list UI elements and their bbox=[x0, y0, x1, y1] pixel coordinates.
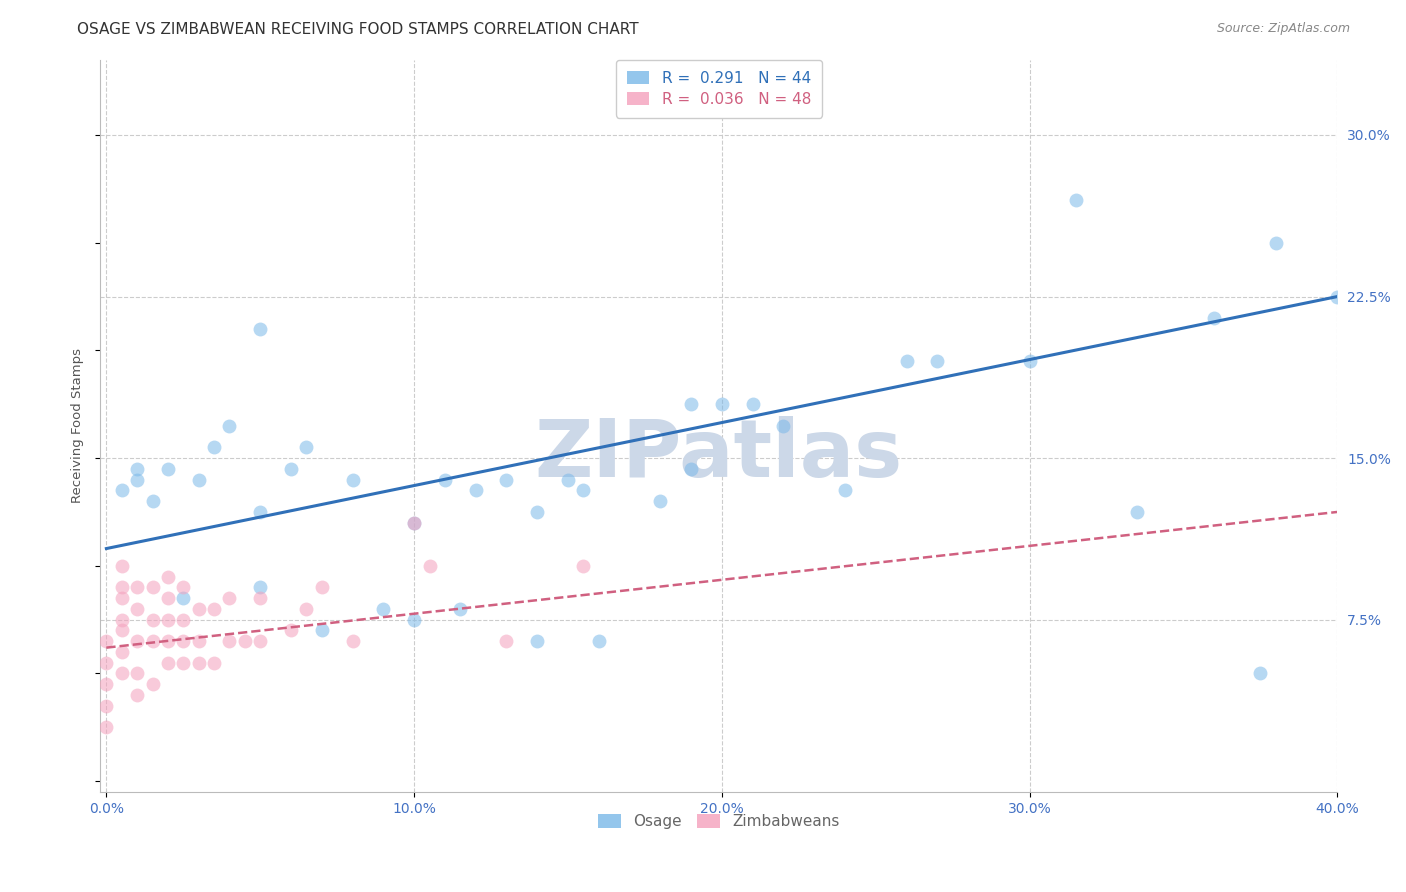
Point bbox=[127, 602, 149, 616]
Point bbox=[127, 688, 149, 702]
Point bbox=[927, 354, 949, 368]
Point bbox=[156, 569, 179, 583]
Point bbox=[404, 613, 426, 627]
Text: OSAGE VS ZIMBABWEAN RECEIVING FOOD STAMPS CORRELATION CHART: OSAGE VS ZIMBABWEAN RECEIVING FOOD STAMP… bbox=[77, 22, 638, 37]
Point bbox=[834, 483, 856, 498]
Point bbox=[187, 602, 209, 616]
Point bbox=[202, 602, 225, 616]
Point bbox=[295, 440, 318, 454]
Point bbox=[156, 591, 179, 606]
Point bbox=[111, 645, 134, 659]
Point bbox=[141, 634, 163, 648]
Point bbox=[249, 580, 271, 594]
Point bbox=[249, 505, 271, 519]
Point bbox=[141, 613, 163, 627]
Point bbox=[141, 494, 163, 508]
Point bbox=[127, 462, 149, 476]
Point bbox=[741, 397, 763, 411]
Point bbox=[111, 591, 134, 606]
Point bbox=[495, 634, 517, 648]
Point bbox=[681, 462, 703, 476]
Point bbox=[572, 483, 595, 498]
Point bbox=[433, 473, 456, 487]
Point bbox=[111, 624, 134, 638]
Point bbox=[311, 580, 333, 594]
Point bbox=[495, 473, 517, 487]
Point bbox=[202, 440, 225, 454]
Point bbox=[218, 634, 240, 648]
Point bbox=[111, 483, 134, 498]
Point bbox=[373, 602, 395, 616]
Point bbox=[280, 624, 302, 638]
Point bbox=[295, 602, 318, 616]
Point bbox=[1018, 354, 1040, 368]
Point bbox=[249, 634, 271, 648]
Point bbox=[141, 677, 163, 691]
Point bbox=[588, 634, 610, 648]
Point bbox=[172, 656, 194, 670]
Point bbox=[172, 580, 194, 594]
Point bbox=[650, 494, 672, 508]
Point bbox=[218, 418, 240, 433]
Point bbox=[526, 634, 548, 648]
Point bbox=[896, 354, 918, 368]
Point bbox=[280, 462, 302, 476]
Point bbox=[1126, 505, 1149, 519]
Point bbox=[772, 418, 794, 433]
Point bbox=[127, 666, 149, 681]
Point bbox=[1204, 311, 1226, 326]
Text: ZIPatlas: ZIPatlas bbox=[534, 416, 903, 494]
Point bbox=[127, 634, 149, 648]
Point bbox=[96, 698, 118, 713]
Point bbox=[127, 473, 149, 487]
Point bbox=[202, 656, 225, 670]
Point bbox=[1264, 235, 1286, 250]
Point bbox=[172, 634, 194, 648]
Point bbox=[311, 624, 333, 638]
Point bbox=[342, 634, 364, 648]
Point bbox=[156, 613, 179, 627]
Point bbox=[111, 613, 134, 627]
Point bbox=[1326, 289, 1348, 303]
Point bbox=[404, 516, 426, 530]
Point bbox=[218, 591, 240, 606]
Point bbox=[156, 634, 179, 648]
Point bbox=[418, 558, 440, 573]
Point bbox=[187, 656, 209, 670]
Point bbox=[111, 666, 134, 681]
Point bbox=[233, 634, 256, 648]
Point bbox=[96, 677, 118, 691]
Point bbox=[449, 602, 471, 616]
Point bbox=[156, 656, 179, 670]
Point bbox=[96, 720, 118, 734]
Point bbox=[172, 613, 194, 627]
Point bbox=[141, 580, 163, 594]
Point bbox=[156, 462, 179, 476]
Point bbox=[710, 397, 733, 411]
Point bbox=[127, 580, 149, 594]
Point bbox=[111, 558, 134, 573]
Text: Source: ZipAtlas.com: Source: ZipAtlas.com bbox=[1216, 22, 1350, 36]
Point bbox=[557, 473, 579, 487]
Point bbox=[187, 634, 209, 648]
Point bbox=[1249, 666, 1271, 681]
Y-axis label: Receiving Food Stamps: Receiving Food Stamps bbox=[72, 348, 84, 503]
Point bbox=[342, 473, 364, 487]
Legend: Osage, Zimbabweans: Osage, Zimbabweans bbox=[592, 808, 845, 836]
Point bbox=[172, 591, 194, 606]
Point bbox=[96, 634, 118, 648]
Point bbox=[1064, 193, 1087, 207]
Point bbox=[111, 580, 134, 594]
Point bbox=[464, 483, 486, 498]
Point bbox=[681, 397, 703, 411]
Point bbox=[249, 591, 271, 606]
Point bbox=[187, 473, 209, 487]
Point bbox=[96, 656, 118, 670]
Point bbox=[249, 322, 271, 336]
Point bbox=[404, 516, 426, 530]
Point bbox=[526, 505, 548, 519]
Point bbox=[572, 558, 595, 573]
